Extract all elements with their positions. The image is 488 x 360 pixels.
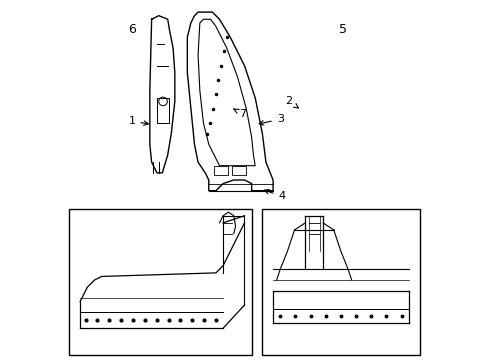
Bar [231,166,246,175]
Text: 3: 3 [259,114,283,125]
Text: 7: 7 [233,109,246,119]
Bar [214,166,228,175]
Text: 2: 2 [285,96,298,108]
Bar [157,98,169,123]
Text: 1: 1 [128,116,148,126]
Text: 4: 4 [264,189,285,201]
Text: 5: 5 [338,23,346,36]
Bar [262,208,419,355]
Text: 6: 6 [128,23,136,36]
Bar [69,208,251,355]
